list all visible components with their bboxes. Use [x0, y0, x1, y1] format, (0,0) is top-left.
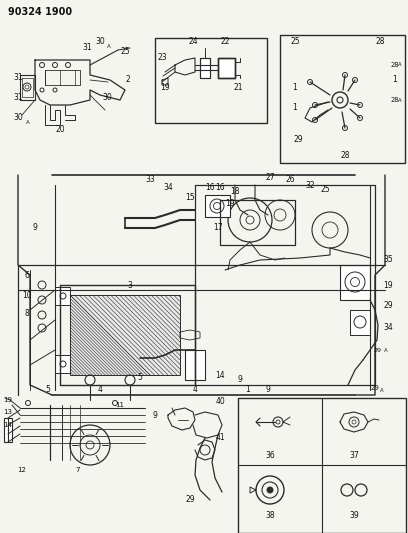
Text: 7: 7 [76, 467, 80, 473]
Bar [55, 355, 70, 373]
Text: 1: 1 [293, 84, 297, 93]
Text: 40: 40 [215, 398, 225, 407]
Text: 33: 33 [145, 175, 155, 184]
Text: 28: 28 [391, 97, 399, 103]
Text: 22: 22 [220, 37, 230, 46]
Text: 30: 30 [13, 114, 23, 123]
Text: 25: 25 [290, 37, 300, 46]
Text: 2: 2 [126, 76, 131, 85]
Text: 28: 28 [375, 37, 385, 46]
Text: 31: 31 [13, 93, 23, 102]
Text: 3: 3 [128, 280, 133, 289]
Bar [155, 38, 267, 123]
Bar [340, 265, 370, 300]
Text: 34: 34 [383, 324, 393, 333]
Text: 28: 28 [340, 150, 350, 159]
Text: 10: 10 [22, 290, 32, 300]
Bar [4, 418, 12, 442]
Text: 5: 5 [46, 385, 51, 394]
Text: 23: 23 [157, 53, 167, 62]
Text: 26: 26 [285, 175, 295, 184]
Text: 24: 24 [188, 37, 198, 46]
Text: A: A [384, 348, 388, 352]
Text: 31: 31 [82, 44, 92, 52]
Text: 14: 14 [215, 370, 225, 379]
Text: 29: 29 [374, 348, 382, 352]
Text: 1: 1 [246, 385, 251, 394]
Text: 90324 1900: 90324 1900 [8, 7, 72, 17]
Bar [218, 58, 235, 78]
Bar [55, 287, 70, 305]
Text: 19: 19 [4, 397, 13, 403]
Text: 30: 30 [102, 93, 112, 101]
Text: 30: 30 [95, 37, 105, 46]
Circle shape [267, 487, 273, 493]
Text: 15: 15 [185, 193, 195, 203]
Text: 5: 5 [137, 374, 142, 383]
Text: 37: 37 [349, 450, 359, 459]
Text: 27: 27 [265, 174, 275, 182]
Bar [350, 310, 370, 335]
Text: 1: 1 [392, 76, 397, 85]
Text: 29: 29 [383, 301, 393, 310]
Text: 9: 9 [237, 376, 242, 384]
Bar [205, 195, 230, 217]
Text: A: A [398, 62, 402, 68]
Text: 16: 16 [205, 183, 215, 192]
Text: 17: 17 [213, 223, 223, 232]
Text: 9: 9 [266, 385, 271, 394]
Bar [200, 58, 210, 78]
Text: 36: 36 [265, 450, 275, 459]
Text: 6: 6 [24, 271, 29, 280]
Text: 16: 16 [215, 183, 225, 192]
Text: A: A [398, 98, 402, 102]
Text: 4: 4 [193, 385, 197, 394]
Text: A: A [380, 387, 384, 392]
Text: 4: 4 [98, 385, 102, 394]
Text: 28: 28 [391, 62, 399, 68]
Text: 19: 19 [225, 199, 235, 208]
Text: 11: 11 [115, 402, 124, 408]
Text: 9: 9 [153, 410, 157, 419]
Text: 12: 12 [18, 467, 27, 473]
Text: 19: 19 [383, 280, 393, 289]
Text: 18: 18 [230, 188, 240, 197]
Text: 14: 14 [4, 422, 12, 428]
Bar [238, 398, 406, 533]
Bar [70, 295, 180, 375]
Text: 1: 1 [293, 103, 297, 112]
Text: 9: 9 [33, 223, 38, 232]
Text: 29: 29 [293, 135, 303, 144]
Text: 31: 31 [13, 74, 23, 83]
Text: 21: 21 [233, 84, 243, 93]
Text: 29: 29 [185, 496, 195, 505]
Text: A: A [26, 119, 30, 125]
Text: 13: 13 [4, 409, 13, 415]
Bar [280, 35, 405, 163]
Text: 29: 29 [370, 385, 379, 391]
Text: 41: 41 [215, 433, 225, 442]
Text: 39: 39 [349, 511, 359, 520]
Text: 35: 35 [383, 255, 393, 264]
Text: 32: 32 [305, 181, 315, 190]
Text: 8: 8 [24, 309, 29, 318]
Text: 38: 38 [265, 511, 275, 520]
Text: 25: 25 [320, 185, 330, 195]
Text: 25: 25 [120, 47, 130, 56]
Text: 20: 20 [55, 125, 65, 134]
Text: 19: 19 [160, 84, 170, 93]
Text: 34: 34 [163, 183, 173, 192]
Text: A: A [107, 44, 111, 49]
Bar [185, 350, 205, 380]
